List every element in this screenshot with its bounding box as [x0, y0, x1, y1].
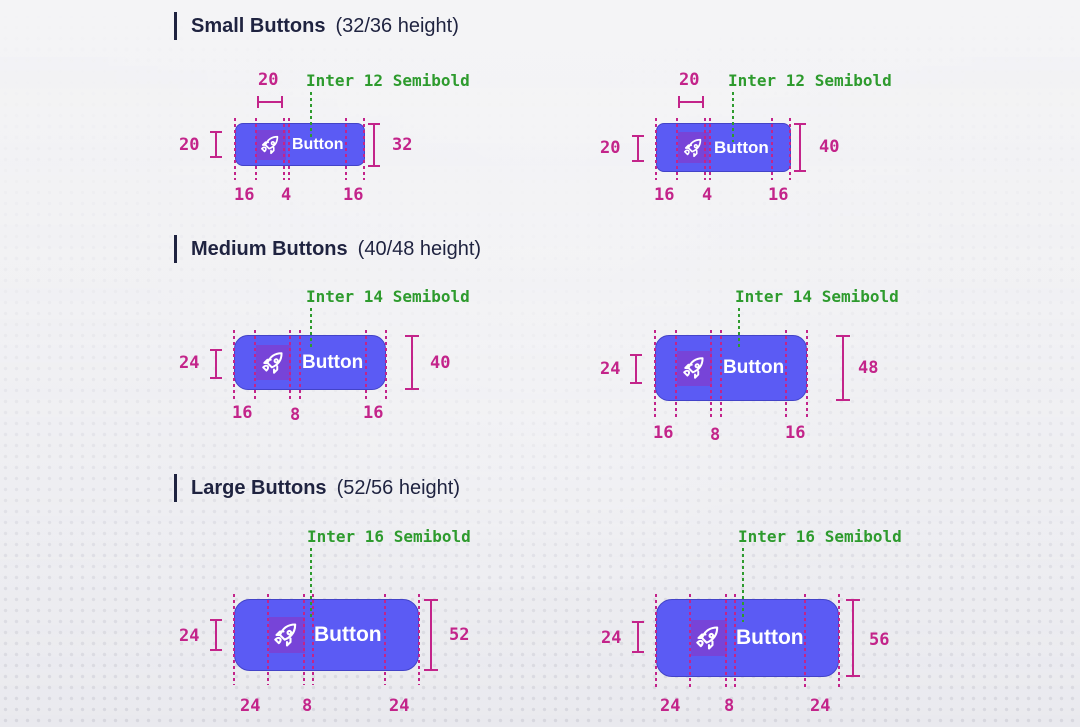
icon-area	[256, 345, 291, 380]
measure-button-height: 40	[819, 137, 840, 157]
measure-gap: 4	[281, 185, 292, 205]
button-label: Button	[292, 135, 344, 153]
icon-area	[256, 129, 286, 160]
measure-padding-left: 16	[234, 185, 255, 205]
font-note-small-b: Inter 12 Semibold	[728, 71, 892, 90]
rocket-icon	[261, 135, 279, 154]
button-label: Button	[736, 626, 804, 649]
large-button-56[interactable]: Button	[656, 599, 839, 677]
button-label: Button	[714, 137, 769, 157]
measure-button-height: 32	[392, 135, 413, 155]
section-title: Large Buttons	[191, 476, 327, 499]
measure-gap: 8	[290, 405, 301, 425]
section-subtitle: (52/56 height)	[336, 476, 460, 499]
small-button-36[interactable]: Button	[656, 123, 791, 172]
small-button-32[interactable]: Button	[235, 123, 365, 166]
measure-icon-height: 20	[179, 135, 200, 155]
rocket-icon	[682, 357, 704, 379]
font-note-medium-a: Inter 14 Semibold	[306, 287, 470, 306]
measure-button-height: 48	[858, 358, 879, 378]
icon-area	[269, 617, 305, 653]
heading-accent-bar	[174, 474, 177, 502]
measure-icon-height: 24	[179, 353, 200, 373]
font-note-medium-b: Inter 14 Semibold	[735, 287, 899, 306]
measure-icon-height: 24	[179, 626, 200, 646]
measure-padding-right: 24	[810, 696, 831, 716]
measure-icon-width: 20	[679, 70, 700, 90]
heading-accent-bar	[174, 235, 177, 263]
button-label: Button	[314, 623, 382, 646]
measure-padding-left: 16	[232, 403, 253, 423]
medium-button-48[interactable]: Button	[655, 335, 807, 401]
font-note-small-a: Inter 12 Semibold	[306, 71, 470, 90]
measure-gap: 4	[702, 185, 713, 205]
section-heading-small: Small Buttons (32/36 height)	[174, 11, 459, 41]
section-heading-large: Large Buttons (52/56 height)	[174, 473, 460, 503]
section-subtitle: (32/36 height)	[335, 14, 459, 37]
rocket-icon	[683, 138, 701, 157]
measure-padding-right: 16	[768, 185, 789, 205]
measure-padding-right: 16	[343, 185, 364, 205]
rocket-icon	[274, 623, 297, 647]
medium-button-40[interactable]: Button	[234, 335, 386, 390]
measure-padding-right: 16	[785, 423, 806, 443]
measure-gap: 8	[724, 696, 735, 716]
measure-button-height: 56	[869, 630, 890, 650]
heading-accent-bar	[174, 12, 177, 40]
icon-area	[678, 132, 709, 163]
measure-padding-right: 16	[363, 403, 384, 423]
font-note-large-b: Inter 16 Semibold	[738, 527, 902, 546]
measure-padding-left: 16	[654, 185, 675, 205]
measure-padding-left: 24	[660, 696, 681, 716]
rocket-icon	[696, 626, 719, 650]
measure-padding-right: 24	[389, 696, 410, 716]
rocket-icon	[261, 351, 283, 374]
section-subtitle: (40/48 height)	[357, 237, 482, 260]
measure-icon-height: 24	[601, 628, 622, 648]
measure-icon-width: 20	[258, 70, 279, 90]
measure-gap: 8	[710, 425, 721, 445]
measure-padding-left: 24	[240, 696, 261, 716]
measure-icon-height: 20	[600, 138, 621, 158]
measure-icon-height: 24	[600, 359, 621, 379]
large-button-52[interactable]: Button	[234, 599, 419, 671]
measure-gap: 8	[302, 696, 313, 716]
section-title: Medium Buttons	[191, 237, 348, 260]
font-note-large-a: Inter 16 Semibold	[307, 527, 471, 546]
section-heading-medium: Medium Buttons (40/48 height)	[174, 234, 481, 264]
icon-area	[677, 350, 712, 386]
measure-button-height: 40	[430, 353, 451, 373]
measure-button-height: 52	[449, 625, 470, 645]
button-label: Button	[302, 351, 364, 373]
section-title: Small Buttons	[191, 14, 326, 37]
icon-area	[691, 620, 727, 656]
measure-padding-left: 16	[653, 423, 674, 443]
button-label: Button	[723, 357, 785, 378]
